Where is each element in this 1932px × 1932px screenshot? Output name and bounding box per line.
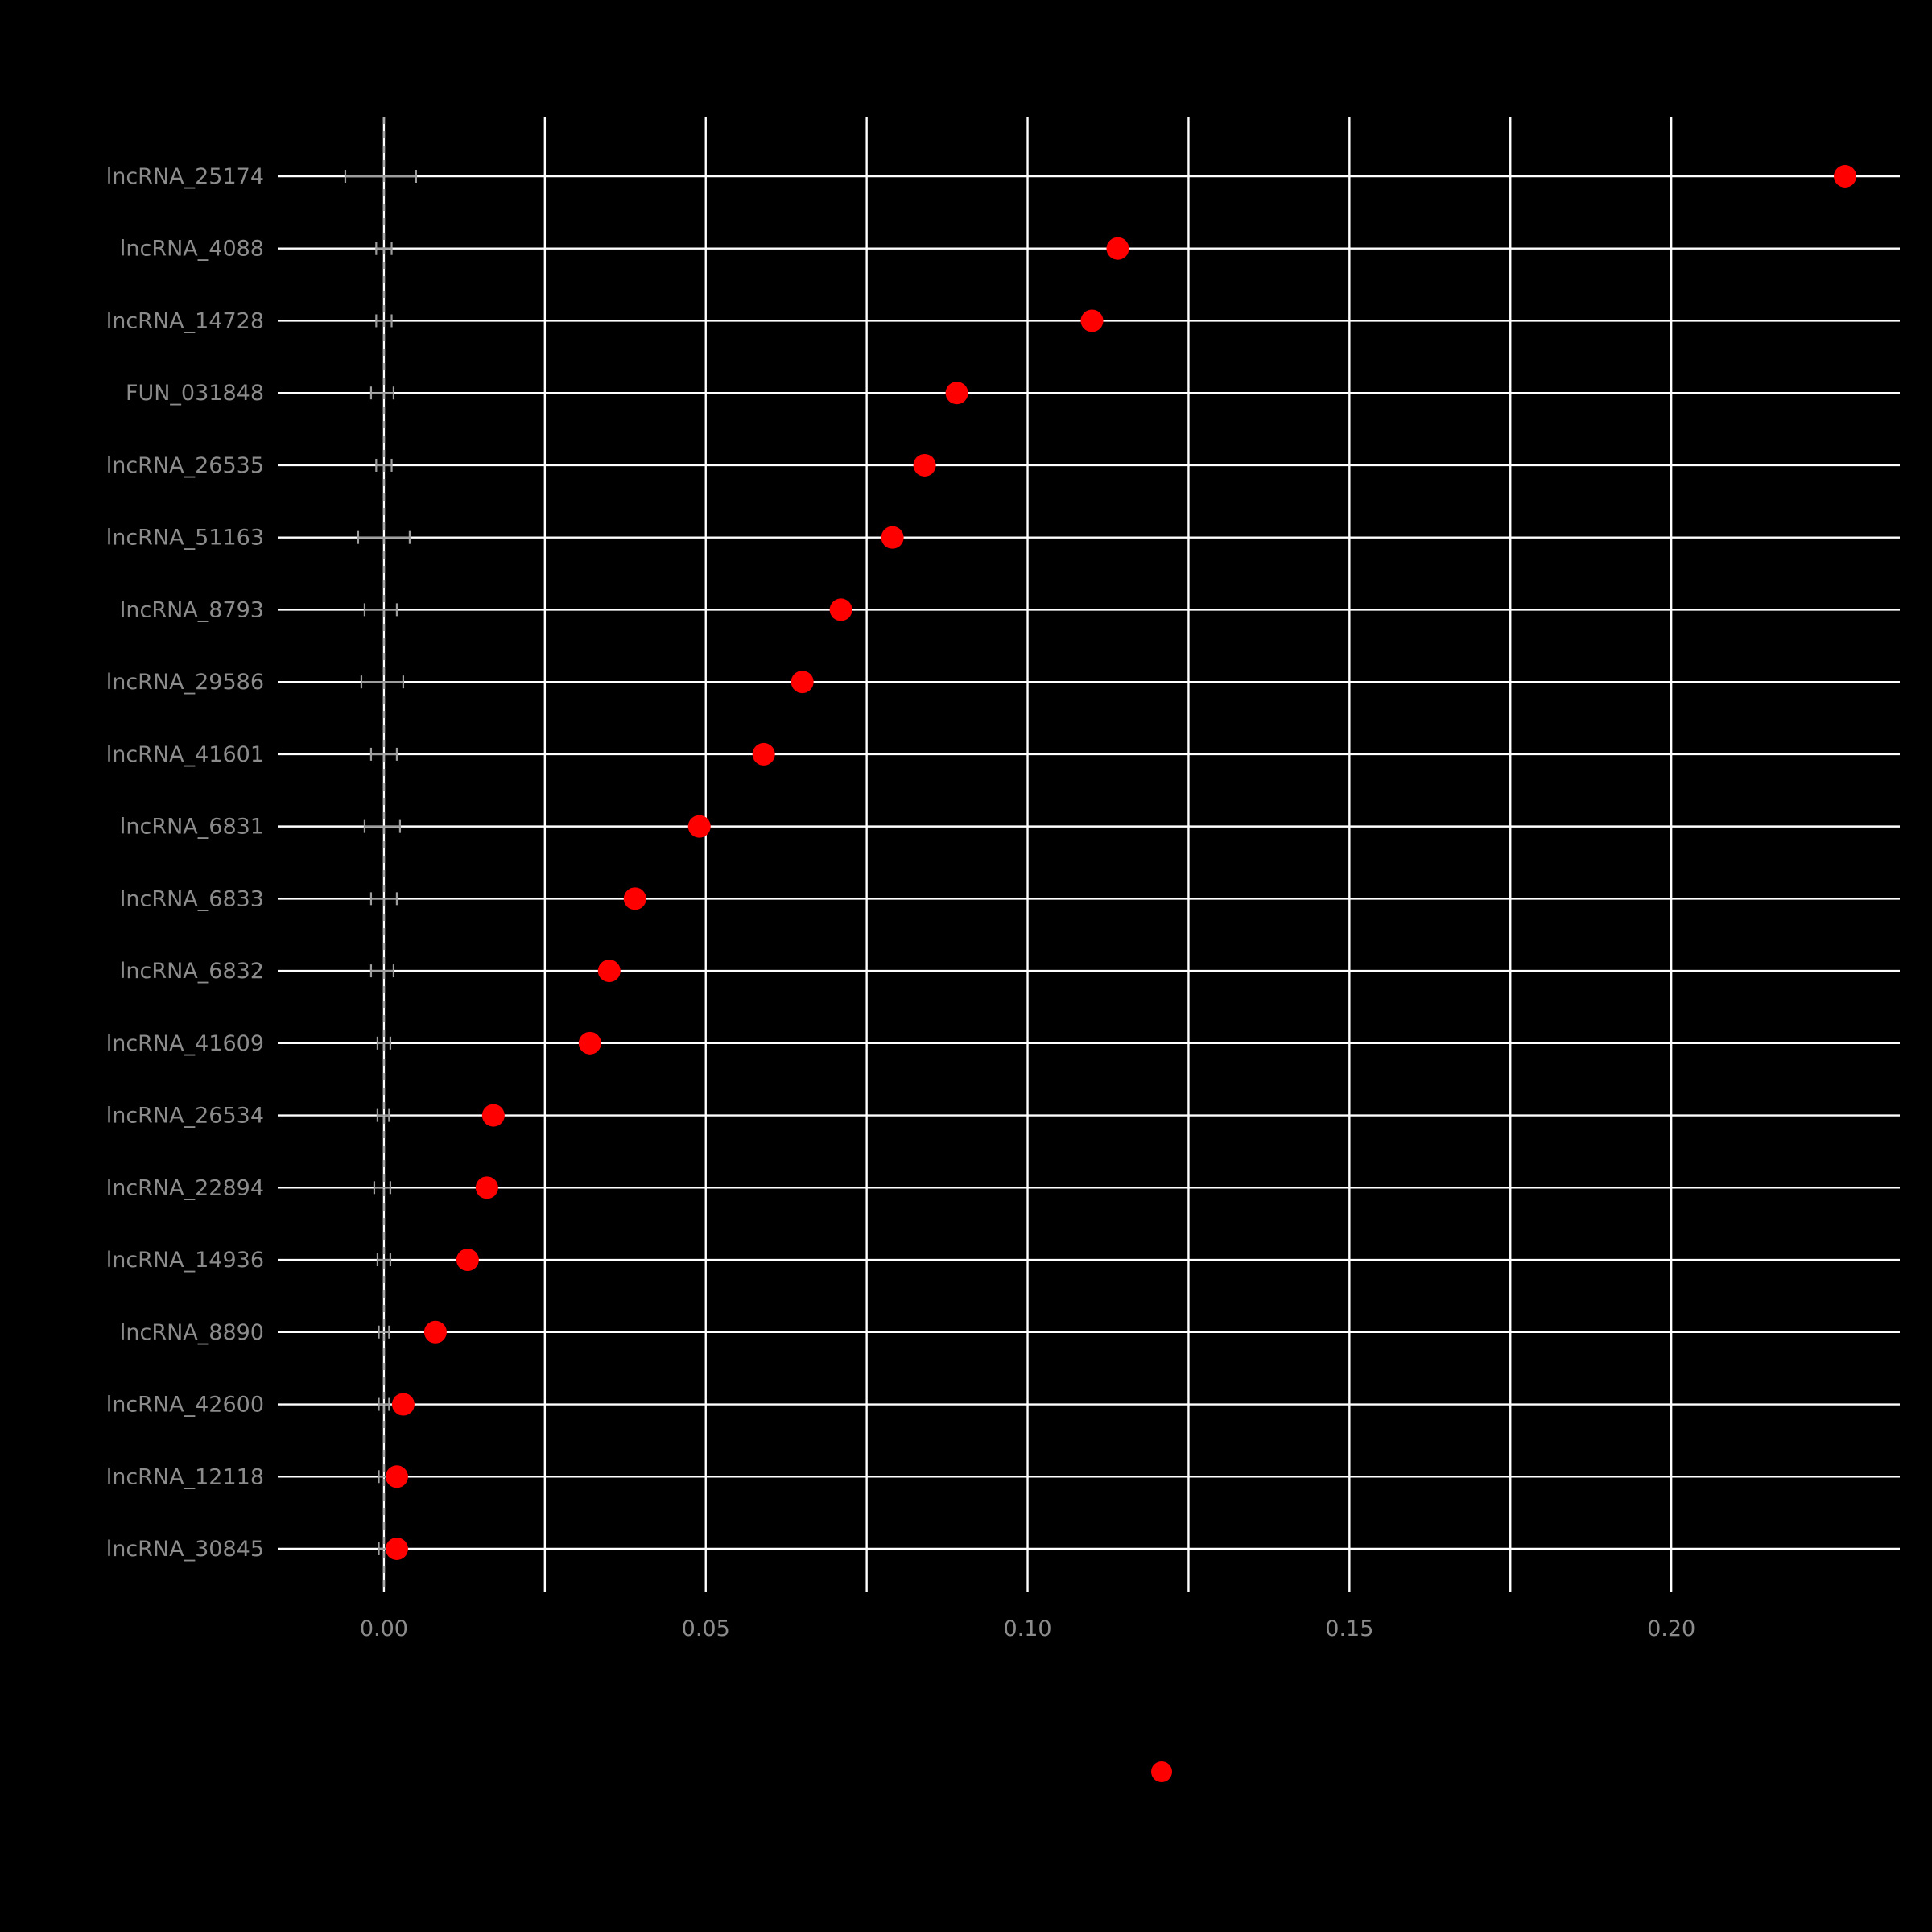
category-label: FUN_031848 [126, 381, 264, 406]
data-point [391, 1393, 415, 1416]
x-tick-label: 0.10 [1003, 1616, 1051, 1641]
category-label: lncRNA_42600 [106, 1393, 264, 1418]
data-point [423, 1320, 447, 1344]
x-tick-label: 0.00 [360, 1616, 408, 1641]
data-point [1106, 237, 1129, 260]
x-tick-labels: 0.00 0.05 0.10 0.15 0.20 [360, 1616, 1695, 1641]
data-point [475, 1176, 498, 1199]
category-label: lncRNA_41601 [106, 742, 264, 767]
data-point [597, 960, 621, 983]
data-point [385, 1465, 408, 1488]
importance-dots [385, 165, 1857, 1560]
category-label: lncRNA_29586 [106, 670, 264, 695]
x-tick-label: 0.05 [682, 1616, 730, 1641]
data-point [1080, 309, 1104, 332]
vertical-gridlines [382, 117, 1673, 1592]
category-label: lncRNA_12118 [106, 1464, 264, 1489]
category-label: lncRNA_41609 [106, 1031, 264, 1056]
category-label: lncRNA_6831 [120, 815, 264, 840]
category-label: lncRNA_8890 [120, 1320, 264, 1345]
x-tick-label: 0.15 [1325, 1616, 1373, 1641]
data-point [829, 598, 852, 621]
category-label: lncRNA_6832 [120, 959, 264, 984]
data-point [945, 382, 968, 405]
x-tick-label: 0.20 [1647, 1616, 1695, 1641]
category-label: lncRNA_26535 [106, 453, 264, 478]
category-label: lncRNA_14936 [106, 1248, 264, 1273]
horizontal-gridlines [278, 175, 1900, 1550]
category-label: lncRNA_22894 [106, 1175, 264, 1200]
category-labels: lncRNA_25174 lncRNA_4088 lncRNA_14728 FUN_0… [106, 164, 264, 1562]
legend-marker [1151, 1761, 1172, 1782]
category-label: lncRNA_4088 [120, 237, 264, 262]
data-point [752, 742, 775, 766]
null-importance-whiskers [344, 170, 418, 1555]
category-label: lncRNA_30845 [106, 1537, 264, 1562]
category-label: lncRNA_25174 [106, 164, 264, 189]
data-point [913, 453, 936, 477]
data-point [623, 887, 646, 910]
data-point [481, 1104, 505, 1127]
data-point [385, 1538, 408, 1560]
data-point [687, 815, 711, 838]
data-point [791, 671, 814, 694]
data-point [456, 1249, 479, 1272]
data-point [1834, 165, 1857, 188]
data-point [881, 526, 904, 549]
category-label: lncRNA_6833 [120, 886, 264, 911]
category-label: lncRNA_14728 [106, 308, 264, 333]
category-label: lncRNA_8793 [120, 597, 264, 622]
category-label: lncRNA_51163 [106, 526, 264, 551]
category-label: lncRNA_26534 [106, 1104, 264, 1129]
data-point [578, 1031, 601, 1055]
